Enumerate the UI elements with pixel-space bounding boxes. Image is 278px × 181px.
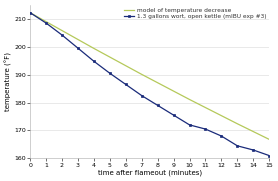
1.3 gallons wort, open kettle (mIBU exp #3) [140,94,143,97]
model of temperature decrease [268,138,271,140]
1.3 gallons wort, open kettle (mIBU exp #3) [252,149,255,151]
model of temperature decrease [140,73,143,75]
Y-axis label: temperature (°F): temperature (°F) [5,52,12,111]
1.3 gallons wort, open kettle (mIBU exp #3) [60,34,64,36]
1.3 gallons wort, open kettle (mIBU exp #3) [76,47,80,49]
1.3 gallons wort, open kettle (mIBU exp #3) [236,145,239,147]
model of temperature decrease [252,131,255,133]
1.3 gallons wort, open kettle (mIBU exp #3) [268,155,271,157]
model of temperature decrease [220,115,223,117]
model of temperature decrease [156,82,159,84]
model of temperature decrease [236,123,239,125]
1.3 gallons wort, open kettle (mIBU exp #3) [124,83,127,85]
model of temperature decrease [172,90,175,92]
1.3 gallons wort, open kettle (mIBU exp #3) [44,22,48,24]
1.3 gallons wort, open kettle (mIBU exp #3) [28,12,32,14]
1.3 gallons wort, open kettle (mIBU exp #3) [172,114,175,116]
X-axis label: time after flameout (minutes): time after flameout (minutes) [98,170,202,176]
1.3 gallons wort, open kettle (mIBU exp #3) [188,124,191,126]
Line: 1.3 gallons wort, open kettle (mIBU exp #3): 1.3 gallons wort, open kettle (mIBU exp … [29,11,271,157]
model of temperature decrease [44,20,48,23]
1.3 gallons wort, open kettle (mIBU exp #3) [204,128,207,130]
model of temperature decrease [60,30,64,32]
model of temperature decrease [108,56,111,58]
model of temperature decrease [76,38,80,41]
1.3 gallons wort, open kettle (mIBU exp #3) [156,104,159,106]
Legend: model of temperature decrease, 1.3 gallons wort, open kettle (mIBU exp #3): model of temperature decrease, 1.3 gallo… [123,7,267,21]
1.3 gallons wort, open kettle (mIBU exp #3) [108,72,111,74]
1.3 gallons wort, open kettle (mIBU exp #3) [220,135,223,137]
model of temperature decrease [28,12,32,14]
Line: model of temperature decrease: model of temperature decrease [30,13,269,139]
model of temperature decrease [188,98,191,101]
model of temperature decrease [204,106,207,109]
1.3 gallons wort, open kettle (mIBU exp #3) [92,60,96,62]
model of temperature decrease [124,65,127,67]
model of temperature decrease [92,47,96,49]
